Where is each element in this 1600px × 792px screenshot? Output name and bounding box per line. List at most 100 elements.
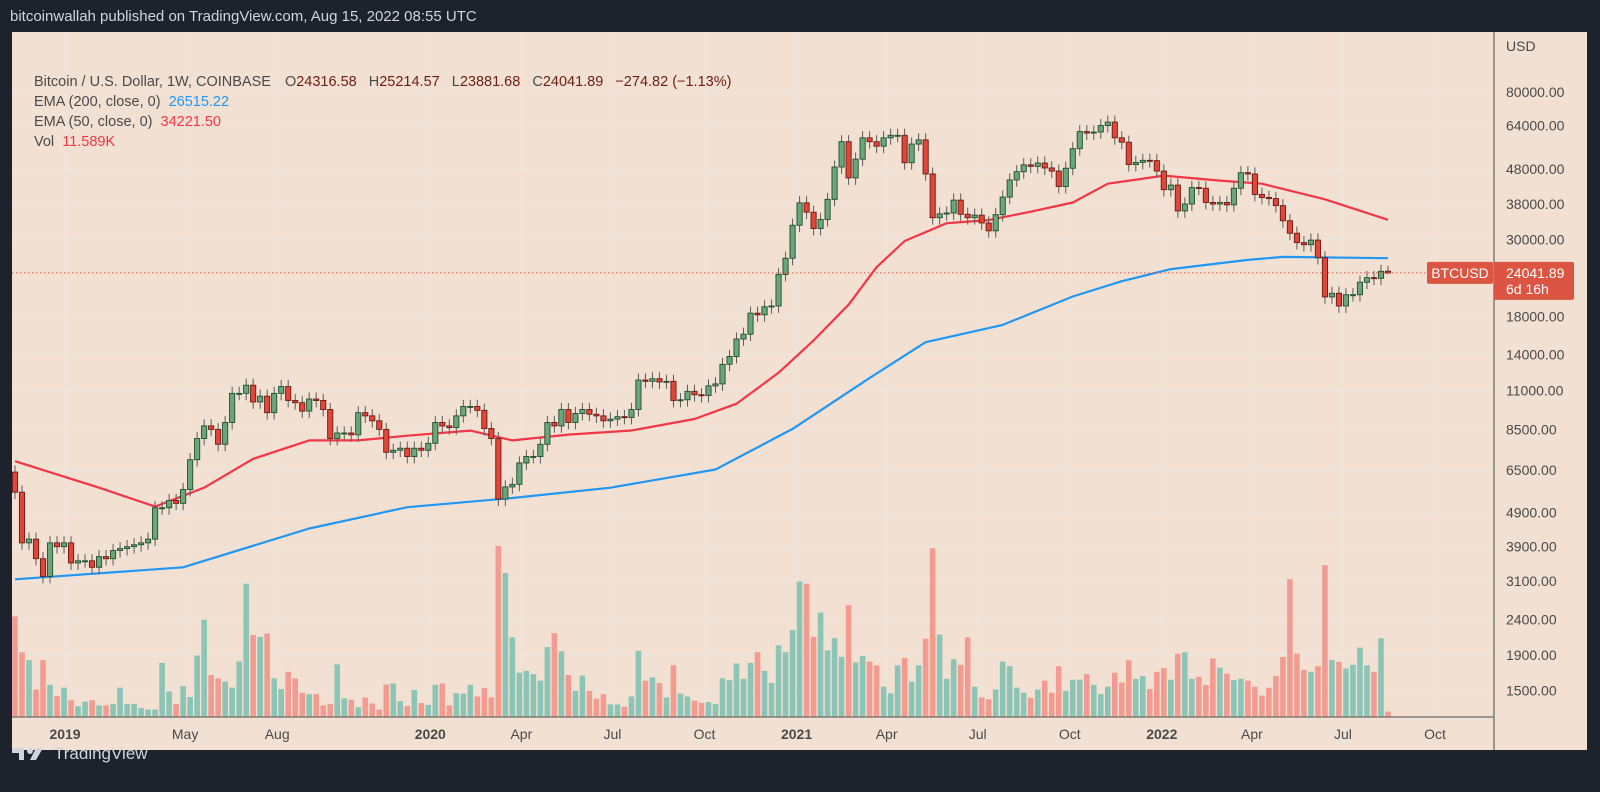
candle bbox=[81, 554, 89, 568]
volume-bar bbox=[334, 664, 341, 717]
candle bbox=[782, 251, 789, 282]
candle bbox=[1356, 275, 1364, 302]
candle bbox=[1328, 286, 1335, 304]
candle-body bbox=[509, 483, 516, 488]
volume-bar bbox=[1168, 679, 1174, 717]
candle bbox=[1279, 198, 1286, 228]
ema50-label: EMA (50, close, 0) bbox=[34, 114, 153, 130]
candle bbox=[943, 206, 950, 221]
candle-body bbox=[1083, 131, 1090, 134]
candle-body bbox=[1181, 203, 1188, 212]
candle bbox=[1027, 158, 1034, 174]
candle bbox=[642, 373, 649, 389]
symbol-title[interactable]: Bitcoin / U.S. Dollar, 1W, COINBASE bbox=[34, 74, 271, 90]
tradingview-logo[interactable]: TradingView bbox=[12, 744, 148, 764]
volume-bar bbox=[495, 546, 502, 717]
volume-bar bbox=[537, 680, 544, 717]
candle bbox=[355, 406, 362, 442]
candle bbox=[1377, 264, 1385, 286]
volume-bar bbox=[782, 652, 789, 717]
candle bbox=[733, 332, 740, 364]
volume-bar bbox=[1020, 692, 1027, 717]
tradingview-brand: TradingView bbox=[54, 744, 148, 763]
candle bbox=[67, 536, 75, 570]
price-tick-label: 2400.00 bbox=[1506, 612, 1557, 628]
volume-bar bbox=[1210, 658, 1216, 717]
candle-body bbox=[495, 438, 502, 500]
candle bbox=[320, 393, 327, 417]
candle-body bbox=[32, 538, 40, 560]
candle-body bbox=[1335, 292, 1342, 307]
candle-body bbox=[1041, 162, 1048, 169]
candle-body bbox=[614, 416, 621, 420]
candle-body bbox=[1356, 281, 1364, 296]
candle-body bbox=[1363, 277, 1371, 283]
candle-body bbox=[838, 141, 845, 168]
volume-label: Vol bbox=[34, 134, 55, 150]
candle-body bbox=[929, 173, 936, 219]
candle bbox=[530, 449, 537, 464]
candle bbox=[712, 377, 719, 393]
candle bbox=[152, 501, 159, 547]
volume-bar bbox=[390, 683, 397, 717]
candle-body bbox=[152, 507, 159, 540]
candle-body bbox=[1237, 172, 1244, 189]
candle-body bbox=[320, 400, 327, 410]
volume-bar bbox=[320, 705, 327, 717]
candle bbox=[292, 393, 299, 410]
candle-body bbox=[579, 409, 586, 414]
volume-legend[interactable]: Vol 11.589K bbox=[34, 132, 735, 152]
candle bbox=[18, 485, 26, 550]
candle bbox=[1216, 195, 1223, 211]
time-tick-label: Oct bbox=[1424, 726, 1446, 742]
candle bbox=[32, 532, 40, 566]
candle-body bbox=[257, 395, 264, 403]
candle-body bbox=[670, 380, 677, 401]
volume-bar bbox=[691, 700, 698, 717]
ema200-legend[interactable]: EMA (200, close, 0) 26515.22 bbox=[34, 92, 735, 112]
volume-bar bbox=[264, 633, 270, 717]
candlestick-chart[interactable]: USD 80000.00 64000.00 48000.00 38000.00 30000… bbox=[12, 32, 1587, 750]
volume-value: 11.589K bbox=[62, 134, 116, 150]
low-label: L bbox=[451, 74, 460, 90]
volume-bar bbox=[642, 680, 649, 717]
candle-body bbox=[516, 462, 523, 485]
volume-bar bbox=[663, 697, 670, 717]
candle-body bbox=[1244, 172, 1251, 175]
volume-bar bbox=[187, 696, 193, 717]
candle bbox=[215, 422, 222, 452]
volume-bar bbox=[404, 705, 411, 717]
volume-bar bbox=[236, 661, 242, 717]
volume-bar bbox=[1006, 666, 1013, 717]
volume-bar bbox=[901, 657, 908, 717]
candle-body bbox=[81, 560, 89, 563]
price-tick-label: 3900.00 bbox=[1506, 539, 1557, 555]
candle-body bbox=[978, 214, 985, 224]
candle bbox=[936, 207, 943, 225]
candle-body bbox=[1293, 232, 1300, 244]
open-label: O bbox=[284, 74, 297, 90]
volume-bar bbox=[873, 665, 880, 717]
volume-bar bbox=[698, 703, 705, 717]
volume-bar bbox=[509, 637, 516, 717]
ema50-legend[interactable]: EMA (50, close, 0) 34221.50 bbox=[34, 112, 735, 132]
ema200-value: 26515.22 bbox=[168, 94, 230, 110]
volume-bar bbox=[1336, 662, 1342, 717]
chart-panel[interactable]: USD 80000.00 64000.00 48000.00 38000.00 30000… bbox=[12, 32, 1587, 750]
candle-body bbox=[971, 214, 978, 219]
volume-bar bbox=[1245, 680, 1251, 717]
candle bbox=[901, 128, 908, 170]
candle-body bbox=[586, 409, 593, 415]
volume-bar bbox=[677, 693, 684, 717]
candle bbox=[593, 407, 600, 423]
volume-bar bbox=[1189, 678, 1195, 717]
volume-bar bbox=[1322, 565, 1328, 717]
candle bbox=[96, 550, 103, 575]
volume-bar bbox=[1125, 660, 1132, 717]
candle-body bbox=[1370, 277, 1378, 280]
candle-body bbox=[299, 402, 306, 412]
volume-bar bbox=[285, 671, 291, 717]
volume-bar bbox=[26, 660, 32, 717]
price-tick-label: 8500.00 bbox=[1506, 421, 1557, 437]
candle-body bbox=[131, 544, 138, 548]
